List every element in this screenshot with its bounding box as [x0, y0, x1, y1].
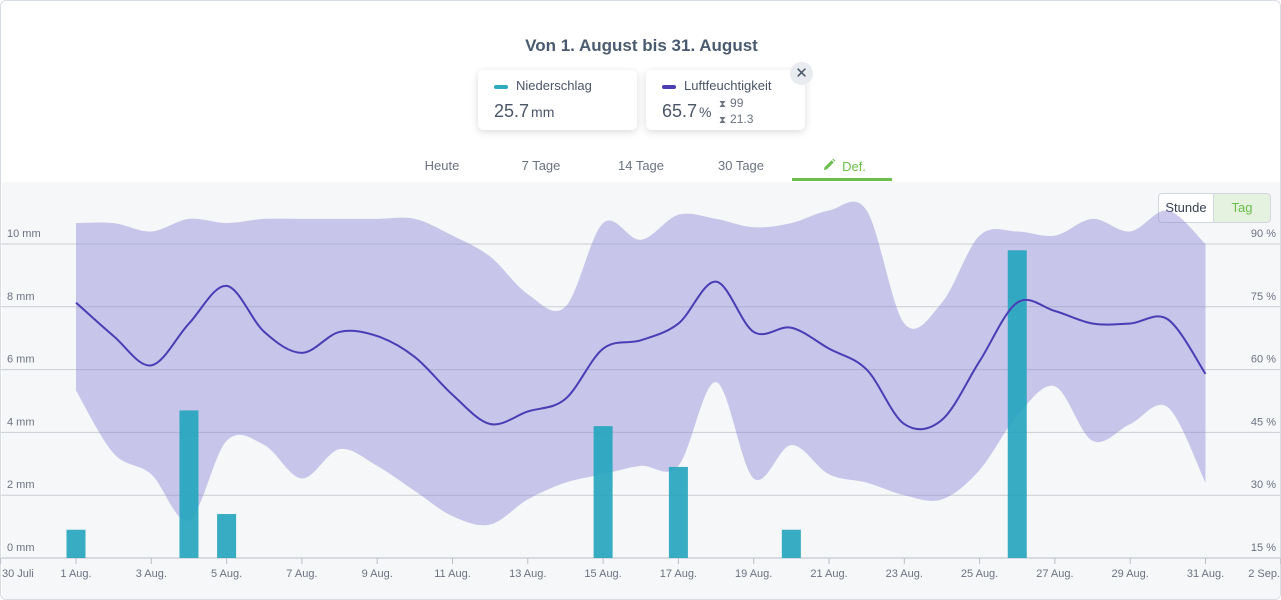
- precipitation-bar: [593, 426, 613, 558]
- left-axis-tick-label: 2 mm: [7, 479, 35, 491]
- x-axis-tick-label: 30 Juli: [2, 568, 34, 580]
- x-axis-tick-label: 15 Aug.: [584, 568, 621, 580]
- right-axis-tick-label: 75 %: [1251, 291, 1276, 303]
- x-axis: 30 Juli 1 Aug. 3 Aug. 5 Aug. 7 Aug. 9 Aug. 11 …: [0, 558, 1281, 580]
- humidity-min: 21.3: [730, 112, 754, 126]
- x-axis-tick-label: 5 Aug.: [211, 568, 242, 580]
- plot-background: [2, 182, 1280, 599]
- humidity-average-line: [75, 280, 1207, 431]
- tab-7-tage[interactable]: 7 Tage: [521, 158, 561, 173]
- page-title: Von 1. August bis 31. August: [525, 36, 758, 55]
- left-axis-tick-label: 10 mm: [7, 228, 41, 240]
- x-axis-tick-label: 7 Aug.: [286, 568, 317, 580]
- precipitation-bar: [217, 514, 237, 558]
- pencil-icon: [824, 158, 836, 170]
- precip-value-row: 25.7 mm: [494, 101, 554, 122]
- period-tabs: Heute 7 Tage 14 Tage 30 Tage Def.: [1, 151, 1280, 183]
- x-axis-tick-label: 3 Aug.: [136, 568, 167, 580]
- tab-def-label: Def.: [842, 159, 866, 174]
- precipitation-bar: [1007, 250, 1027, 558]
- x-axis-tick-label: 11 Aug.: [434, 568, 471, 580]
- humidity-swatch: [662, 85, 676, 89]
- left-axis-tick-label: 4 mm: [7, 416, 35, 428]
- precipitation-bar: [781, 529, 801, 558]
- x-axis-tick-label: 9 Aug.: [362, 568, 393, 580]
- x-axis-tick-label: 21 Aug.: [810, 568, 847, 580]
- humidity-legend-card[interactable]: Luftfeuchtigkeit 65.7% ⧗ 99 ⧗ 21.3: [646, 70, 805, 130]
- tab-def[interactable]: Def.: [806, 158, 882, 174]
- right-axis-tick-label: 15 %: [1251, 542, 1276, 554]
- x-axis-tick-label: 25 Aug.: [961, 568, 998, 580]
- humidity-max-row: ⧗ 99: [719, 96, 743, 110]
- humidity-max: 99: [730, 96, 744, 110]
- x-axis-tick-label: 27 Aug.: [1036, 568, 1073, 580]
- humidity-value-row: 65.7%: [662, 101, 712, 122]
- x-axis-tick-label: 19 Aug.: [735, 568, 772, 580]
- left-axis-tick-label: 6 mm: [7, 354, 35, 366]
- close-icon[interactable]: ✕: [790, 62, 813, 85]
- right-axis-tick-label: 30 %: [1251, 479, 1276, 491]
- tab-30-tage[interactable]: 30 Tage: [717, 158, 765, 173]
- precip-legend-card[interactable]: Niederschlag 25.7 mm: [478, 70, 637, 130]
- x-axis-tick-label: 31 Aug.: [1187, 568, 1224, 580]
- humidity-min-row: ⧗ 21.3: [719, 112, 753, 126]
- precipitation-bars: [66, 250, 1027, 558]
- x-axis-tick-label: 23 Aug.: [886, 568, 923, 580]
- active-tab-indicator: [792, 178, 892, 181]
- left-axis-tick-label: 0 mm: [7, 542, 35, 554]
- precipitation-bar: [668, 466, 688, 558]
- precip-swatch: [494, 85, 508, 89]
- precipitation-bar: [179, 410, 199, 558]
- humidity-label: Luftfeuchtigkeit: [684, 78, 772, 93]
- left-axis-tick-label: 8 mm: [7, 291, 35, 303]
- x-axis-tick-label: 1 Aug.: [60, 568, 91, 580]
- max-icon: ⧗: [719, 99, 727, 110]
- right-axis-labels: 15 % 30 % 45 % 60 % 75 % 90 %: [1251, 228, 1276, 554]
- x-axis-tick-label: 2 Sep.: [1248, 568, 1280, 580]
- right-axis-tick-label: 45 %: [1251, 416, 1276, 428]
- tab-14-tage[interactable]: 14 Tage: [617, 158, 665, 173]
- toggle-stunde[interactable]: Stunde: [1158, 193, 1214, 223]
- x-axis-tick-label: 17 Aug.: [660, 568, 697, 580]
- precip-label: Niederschlag: [516, 78, 592, 93]
- tab-heute[interactable]: Heute: [424, 158, 460, 173]
- humidity-min-max-band: [76, 201, 1206, 526]
- humidity-unit: %: [699, 104, 712, 120]
- humidity-value: 65.7: [662, 101, 698, 121]
- precipitation-bar: [66, 529, 86, 558]
- x-axis-tick-label: 29 Aug.: [1112, 568, 1149, 580]
- min-icon: ⧗: [719, 115, 727, 126]
- grid: [1, 243, 1280, 559]
- right-axis-tick-label: 60 %: [1251, 354, 1276, 366]
- right-axis-tick-label: 90 %: [1251, 228, 1276, 240]
- left-axis-labels: 0 mm 2 mm 4 mm 6 mm 8 mm 10 mm: [7, 228, 41, 554]
- precip-unit: mm: [531, 104, 555, 120]
- precip-value: 25.7: [494, 101, 530, 121]
- x-axis-tick-label: 13 Aug.: [509, 568, 546, 580]
- toggle-tag[interactable]: Tag: [1213, 193, 1271, 223]
